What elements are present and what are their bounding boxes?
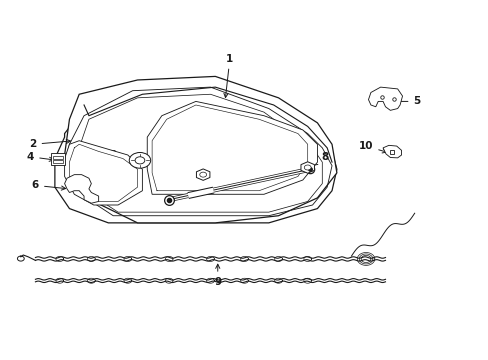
Circle shape — [129, 153, 150, 168]
Polygon shape — [64, 175, 99, 203]
Text: 2: 2 — [29, 139, 70, 149]
Text: 7: 7 — [238, 154, 245, 178]
Polygon shape — [64, 76, 336, 223]
Circle shape — [135, 157, 144, 164]
Circle shape — [200, 172, 206, 177]
Text: 10: 10 — [358, 141, 386, 153]
Text: 5: 5 — [391, 96, 420, 107]
Bar — [53, 160, 62, 163]
Polygon shape — [147, 102, 317, 194]
Text: 4: 4 — [27, 152, 53, 162]
Polygon shape — [55, 80, 336, 223]
Polygon shape — [382, 145, 401, 158]
Polygon shape — [368, 87, 402, 111]
Text: 8: 8 — [177, 159, 199, 173]
Text: 9: 9 — [214, 264, 221, 287]
Polygon shape — [196, 169, 209, 180]
Polygon shape — [64, 141, 142, 205]
Bar — [51, 153, 64, 165]
Bar — [53, 157, 62, 159]
Text: 6: 6 — [32, 180, 65, 190]
Circle shape — [304, 165, 310, 170]
Text: 1: 1 — [224, 54, 233, 98]
Text: 3: 3 — [109, 150, 136, 161]
Polygon shape — [300, 162, 314, 173]
Text: 8: 8 — [313, 152, 327, 165]
